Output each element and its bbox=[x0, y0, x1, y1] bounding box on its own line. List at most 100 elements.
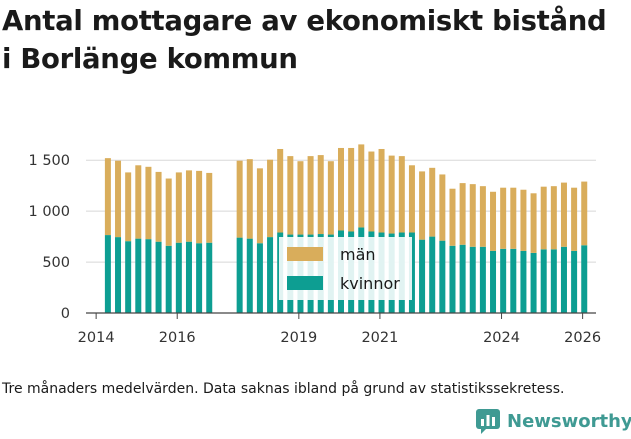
bar-kvinnor-38 bbox=[510, 248, 517, 313]
bar-kvinnor-0 bbox=[104, 235, 111, 313]
bar-man-16 bbox=[287, 156, 294, 235]
legend-swatch-kvinnor bbox=[287, 276, 323, 290]
x-tick-label-2014: 2014 bbox=[78, 330, 115, 346]
bar-man-24 bbox=[368, 151, 375, 232]
chart-title: Antal mottagare av ekonomiskt bistånd i … bbox=[2, 2, 628, 78]
bar-man-39 bbox=[520, 189, 527, 251]
legend: män kvinnor bbox=[279, 237, 412, 300]
bar-man-12 bbox=[246, 159, 253, 239]
bar-kvinnor-30 bbox=[429, 236, 436, 313]
bar-man-26 bbox=[388, 155, 395, 234]
bar-man-15 bbox=[277, 148, 284, 233]
bar-man-28 bbox=[408, 165, 415, 233]
bar-kvinnor-6 bbox=[165, 245, 172, 313]
bar-kvinnor-33 bbox=[459, 244, 466, 313]
y-tick-label-500: 500 bbox=[42, 255, 70, 271]
chart-title-line-1: Antal mottagare av ekonomiskt bistånd bbox=[2, 5, 607, 37]
bar-kvinnor-45 bbox=[581, 245, 588, 313]
bar-kvinnor-41 bbox=[540, 249, 547, 313]
bar-man-33 bbox=[459, 183, 466, 245]
bar-kvinnor-11 bbox=[236, 237, 243, 313]
bar-kvinnor-37 bbox=[500, 248, 507, 313]
legend-swatch-man bbox=[287, 247, 323, 261]
brand-name: Newsworthy bbox=[507, 410, 631, 432]
bar-man-27 bbox=[398, 156, 405, 233]
bar-kvinnor-35 bbox=[479, 246, 486, 313]
bar-man-1 bbox=[115, 160, 122, 238]
bar-man-11 bbox=[236, 160, 243, 238]
bar-kvinnor-14 bbox=[267, 237, 274, 313]
bar-man-45 bbox=[581, 181, 588, 246]
bar-man-31 bbox=[439, 174, 446, 241]
bar-man-5 bbox=[155, 171, 162, 242]
bar-kvinnor-2 bbox=[125, 241, 132, 313]
bar-kvinnor-43 bbox=[560, 246, 567, 313]
bar-kvinnor-7 bbox=[175, 242, 182, 313]
bar-kvinnor-1 bbox=[115, 237, 122, 313]
bar-man-42 bbox=[550, 186, 557, 250]
newsworthy-logo-icon bbox=[476, 409, 500, 434]
bar-man-20 bbox=[327, 161, 334, 235]
bar-kvinnor-12 bbox=[246, 238, 253, 313]
x-tick-label-2024: 2024 bbox=[483, 330, 520, 346]
bar-man-7 bbox=[175, 172, 182, 243]
bar-man-8 bbox=[185, 170, 192, 242]
y-tick-label-1000: 1 000 bbox=[28, 204, 70, 220]
bar-man-41 bbox=[540, 186, 547, 250]
bar-kvinnor-32 bbox=[449, 245, 456, 313]
bar-kvinnor-8 bbox=[185, 241, 192, 313]
bar-man-3 bbox=[135, 165, 142, 239]
legend-label-kvinnor: kvinnor bbox=[340, 274, 400, 293]
bar-man-38 bbox=[510, 187, 517, 249]
chart: 0 500 1 000 1 500 2014 2016 2019 2021 2024 2026 m… bbox=[28, 144, 601, 346]
x-tick-label-2019: 2019 bbox=[280, 330, 317, 346]
bar-kvinnor-40 bbox=[530, 252, 537, 313]
bar-man-22 bbox=[348, 147, 355, 232]
chart-title-line-2: i Borlänge kommun bbox=[2, 43, 298, 75]
bar-man-2 bbox=[125, 172, 132, 242]
x-tick-label-2016: 2016 bbox=[159, 330, 196, 346]
bar-kvinnor-31 bbox=[439, 240, 446, 313]
bar-kvinnor-10 bbox=[206, 242, 213, 313]
chart-caption: Tre månaders medelvärden. Data saknas ib… bbox=[2, 381, 565, 397]
brand: Newsworthy bbox=[475, 405, 631, 437]
bar-kvinnor-9 bbox=[196, 243, 203, 313]
bar-man-6 bbox=[165, 178, 172, 246]
bar-man-0 bbox=[104, 158, 111, 236]
bar-man-9 bbox=[196, 170, 203, 244]
bar-man-36 bbox=[490, 191, 497, 251]
bar-man-10 bbox=[206, 172, 213, 243]
bar-kvinnor-13 bbox=[256, 243, 263, 313]
bar-kvinnor-3 bbox=[135, 238, 142, 313]
bar-man-17 bbox=[297, 161, 304, 235]
x-tick-label-2026: 2026 bbox=[564, 330, 601, 346]
bar-kvinnor-44 bbox=[571, 250, 578, 313]
legend-label-man: män bbox=[340, 245, 376, 264]
bar-kvinnor-29 bbox=[419, 239, 426, 313]
bar-man-23 bbox=[358, 144, 365, 228]
bar-kvinnor-4 bbox=[145, 239, 152, 313]
bar-man-25 bbox=[378, 148, 385, 233]
bar-kvinnor-39 bbox=[520, 250, 527, 313]
bar-man-18 bbox=[307, 156, 314, 235]
bar-man-32 bbox=[449, 188, 456, 246]
bar-kvinnor-34 bbox=[469, 246, 476, 313]
bar-kvinnor-36 bbox=[490, 250, 497, 313]
x-tick-label-2021: 2021 bbox=[361, 330, 398, 346]
bar-man-13 bbox=[256, 168, 263, 244]
bar-man-35 bbox=[479, 186, 486, 247]
bar-man-19 bbox=[317, 155, 324, 235]
bar-kvinnor-42 bbox=[550, 249, 557, 313]
bar-man-44 bbox=[571, 187, 578, 251]
y-tick-label-0: 0 bbox=[61, 306, 70, 322]
bar-man-30 bbox=[429, 167, 436, 237]
bar-kvinnor-5 bbox=[155, 241, 162, 313]
bar-man-14 bbox=[267, 159, 274, 238]
bar-man-29 bbox=[419, 171, 426, 240]
bar-man-21 bbox=[338, 147, 344, 231]
axis-layer: 0 500 1 000 1 500 2014 2016 2019 2021 2024 2026 bbox=[28, 153, 601, 346]
bar-man-37 bbox=[500, 187, 507, 249]
bar-man-34 bbox=[469, 184, 476, 247]
bar-man-43 bbox=[560, 182, 567, 247]
y-tick-label-1500: 1 500 bbox=[28, 153, 70, 169]
